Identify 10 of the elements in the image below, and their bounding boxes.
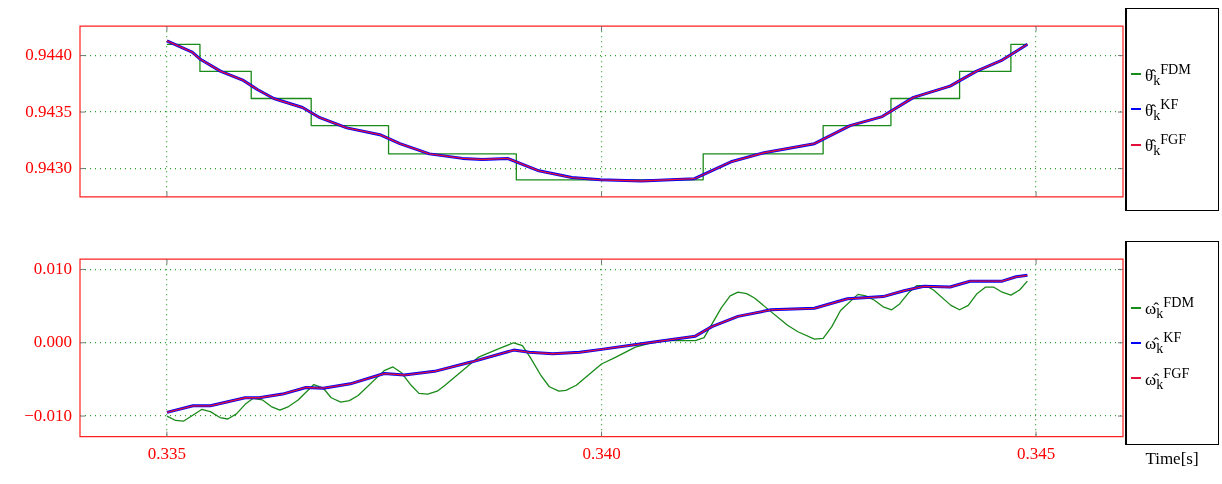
y-tick-label: 0.9435 (25, 101, 72, 121)
y-tick-label: 0.000 (33, 332, 72, 352)
y-tick-label: 0.9440 (25, 45, 72, 65)
x-axis-title: Time[s] (1144, 449, 1200, 469)
y-tick-label: 0.010 (33, 258, 72, 278)
x-tick-label: 0.345 (1016, 444, 1056, 464)
y-tick-label: −0.010 (24, 405, 72, 425)
x-tick-label: 0.335 (147, 444, 187, 464)
x-tick-label: 0.340 (582, 444, 621, 464)
y-tick-label: 0.9430 (25, 158, 72, 178)
